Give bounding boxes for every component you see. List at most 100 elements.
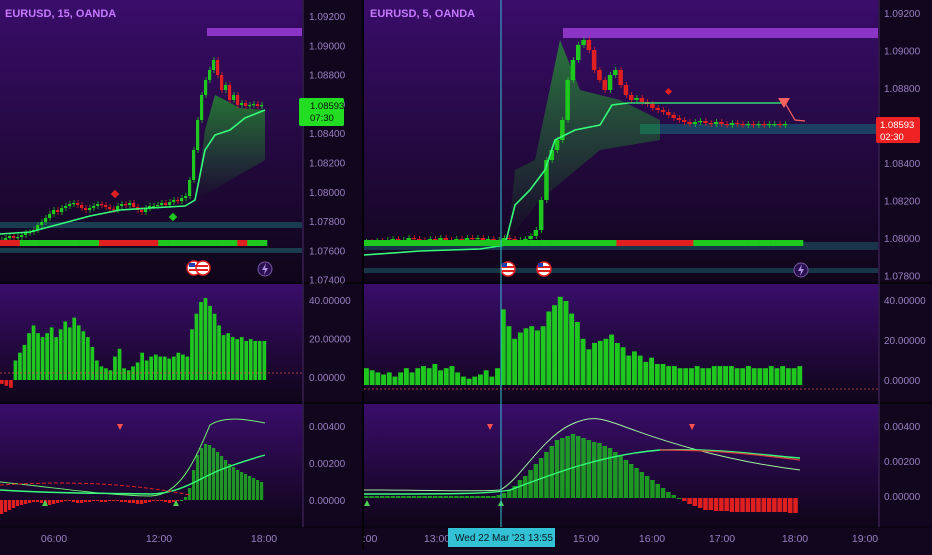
right-candle-8 bbox=[406, 238, 411, 240]
left-candle-13 bbox=[52, 210, 56, 214]
right-strip-seg-28 bbox=[671, 240, 683, 246]
left-macd-bar-20 bbox=[80, 500, 84, 503]
right-macd-bar-58 bbox=[671, 495, 676, 498]
right-volume-tick-0: 40.00000 bbox=[884, 296, 926, 307]
left-macd-bar-32 bbox=[128, 500, 132, 503]
left-candle-25 bbox=[100, 204, 104, 206]
right-candle-18 bbox=[459, 239, 464, 241]
right-macd-bar-73 bbox=[750, 498, 756, 512]
right-moving-average bbox=[363, 102, 629, 256]
right-candle-57 bbox=[666, 112, 671, 115]
right-volume-axis[interactable]: 40.00000 20.00000 0.00000 bbox=[884, 296, 926, 387]
right-volume-bar-15 bbox=[449, 366, 455, 385]
left-volume-bar-58 bbox=[262, 341, 267, 380]
right-candle-15 bbox=[443, 238, 448, 240]
right-chart-title[interactable]: EURUSD, 5, OANDA bbox=[370, 8, 475, 20]
left-price-axis[interactable]: 1.092001.090001.088001.086001.084001.082… bbox=[309, 12, 346, 287]
left-demand-zone bbox=[0, 222, 302, 228]
right-strip-seg-34 bbox=[737, 240, 749, 246]
right-candle-73 bbox=[750, 124, 756, 126]
left-macd-bar-48 bbox=[192, 470, 196, 500]
right-price-axis[interactable]: 1.092001.090001.088001.086001.084001.082… bbox=[884, 9, 921, 283]
right-candle-49 bbox=[623, 85, 629, 95]
left-macd-bar-7 bbox=[28, 500, 32, 503]
left-macd-bar-3 bbox=[12, 500, 16, 508]
left-macd-bar-59 bbox=[236, 470, 240, 500]
right-volume-bar-11 bbox=[426, 368, 432, 385]
right-candle-10 bbox=[417, 239, 422, 241]
left-candle-33 bbox=[132, 203, 136, 207]
left-price-tick-1: 1.09000 bbox=[309, 41, 346, 52]
us-flag-event-icon[interactable] bbox=[186, 260, 211, 276]
right-demand-zone bbox=[640, 124, 878, 134]
right-candle-79 bbox=[782, 124, 788, 126]
right-macd-bar-52 bbox=[639, 472, 645, 498]
right-strip-seg-4 bbox=[407, 240, 420, 246]
right-candle-30 bbox=[523, 239, 528, 241]
left-chart-title[interactable]: EURUSD, 15, OANDA bbox=[5, 8, 116, 20]
right-macd-bar-14 bbox=[438, 496, 443, 498]
lightning-icon[interactable] bbox=[793, 262, 809, 278]
right-volume-bar-12 bbox=[432, 364, 438, 385]
right-macd-bar-78 bbox=[777, 498, 782, 512]
left-macd-panel[interactable] bbox=[0, 404, 302, 526]
left-candle-52 bbox=[208, 70, 212, 80]
right-volume-bars bbox=[364, 296, 803, 385]
left-volume-bar-28 bbox=[126, 370, 131, 381]
left-price-tick-5: 1.08200 bbox=[309, 159, 346, 170]
left-strip-seg-1 bbox=[9, 240, 21, 246]
left-volume-bar-26 bbox=[117, 348, 122, 380]
left-macd-bar-1 bbox=[4, 500, 8, 512]
right-volume-bar-0 bbox=[364, 368, 369, 385]
right-strip-seg-15 bbox=[528, 240, 540, 246]
right-time-axis[interactable]: :00 13:00 15:00 16:00 17:00 18:00 19:00 bbox=[363, 533, 879, 545]
left-price-tick-4: 1.08400 bbox=[309, 129, 346, 140]
lightning-icon[interactable] bbox=[257, 261, 273, 277]
right-macd-bar-65 bbox=[708, 498, 713, 510]
right-candle-75 bbox=[761, 124, 766, 126]
right-strip-seg-29 bbox=[682, 240, 694, 246]
right-supply-zone bbox=[563, 28, 878, 38]
left-volume-bar-44 bbox=[199, 302, 203, 380]
right-macd-bar-24 bbox=[491, 496, 496, 498]
left-candle-23 bbox=[92, 206, 96, 208]
left-macd-bar-17 bbox=[68, 500, 72, 501]
left-time-axis[interactable]: 06:00 12:00 18:00 bbox=[41, 533, 277, 545]
left-candle-22 bbox=[88, 208, 92, 210]
right-volume-bar-74 bbox=[785, 368, 791, 385]
right-time-tick-3: 16:00 bbox=[639, 533, 665, 545]
right-volume-bar-16 bbox=[455, 372, 461, 385]
left-macd-bar-26 bbox=[104, 500, 108, 502]
left-macd-axis[interactable]: 0.00400 0.00200 0.00000 bbox=[309, 422, 346, 507]
right-strip-seg-6 bbox=[429, 240, 442, 246]
left-candle-64 bbox=[256, 104, 260, 106]
right-candle-23 bbox=[485, 239, 491, 241]
right-candle-38 bbox=[565, 80, 570, 120]
right-volume-bar-50 bbox=[649, 357, 654, 385]
left-macd-bar-5 bbox=[20, 500, 24, 505]
left-signal-strip bbox=[0, 240, 268, 246]
left-candle-16 bbox=[64, 206, 68, 208]
right-macd-axis[interactable]: 0.00400 0.00200 0.00000 bbox=[884, 422, 921, 503]
us-flag-event-icon[interactable] bbox=[536, 261, 552, 277]
right-volume-bar-5 bbox=[392, 376, 398, 385]
left-strip-seg-17 bbox=[168, 240, 179, 246]
right-macd-bar-22 bbox=[480, 496, 486, 498]
right-volume-bar-30 bbox=[535, 330, 540, 385]
right-macd-bar-51 bbox=[634, 468, 639, 498]
left-strip-seg-3 bbox=[29, 240, 40, 246]
left-candle-59 bbox=[236, 95, 240, 105]
us-flag-event-icon[interactable] bbox=[500, 261, 516, 277]
right-macd-bar-29 bbox=[517, 480, 523, 498]
left-volume-axis[interactable]: 40.00000 20.00000 0.00000 bbox=[309, 296, 351, 384]
left-candle-12 bbox=[48, 214, 52, 218]
left-candle-31 bbox=[124, 204, 128, 206]
right-candle-70 bbox=[735, 123, 740, 125]
right-price-series bbox=[363, 28, 878, 278]
left-macd-bar-2 bbox=[8, 500, 12, 510]
left-candle-37 bbox=[148, 206, 152, 208]
right-strip-seg-9 bbox=[462, 240, 475, 246]
left-candle-18 bbox=[72, 203, 76, 205]
right-strip-seg-37 bbox=[770, 240, 782, 246]
left-volume-bar-38 bbox=[172, 356, 176, 380]
